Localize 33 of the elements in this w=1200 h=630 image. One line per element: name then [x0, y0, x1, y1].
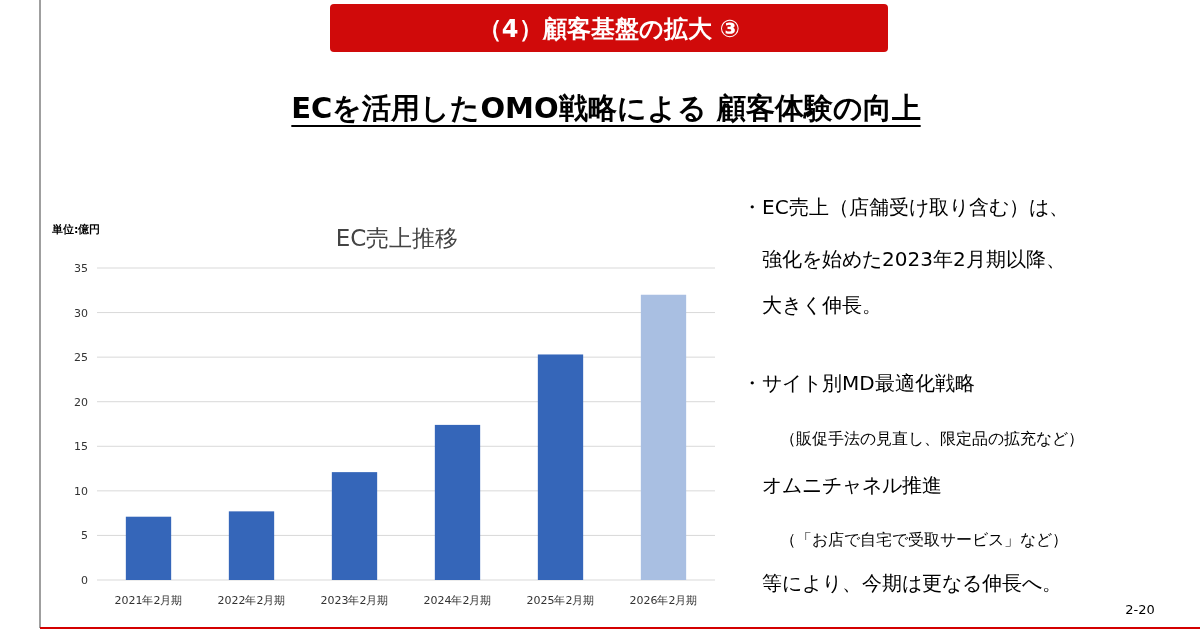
- y-tick-label: 5: [81, 529, 88, 543]
- text: 大きく伸長。: [762, 293, 882, 317]
- x-tick-label: 2021年2月期: [114, 594, 183, 607]
- y-tick-label: 25: [74, 351, 88, 365]
- x-tick-label: 2023年2月期: [320, 594, 389, 607]
- text: ・EC売上（店舗受け取り含む）は、: [742, 195, 1069, 219]
- text: オムニチャネル推進: [762, 473, 942, 497]
- bar: [537, 354, 584, 580]
- y-tick-label: 15: [74, 440, 88, 454]
- bar: [125, 516, 172, 580]
- text: （4）顧客基盤の拡大 ③: [477, 15, 741, 43]
- bar: [228, 511, 275, 580]
- text: 等により、今期は更なる伸長へ。: [762, 571, 1062, 595]
- y-tick-label: 0: [81, 574, 88, 587]
- x-tick-label: 2024年2月期: [423, 594, 492, 607]
- bar: [640, 294, 687, 580]
- y-tick-label: 35: [74, 262, 88, 275]
- bar: [434, 424, 481, 580]
- x-tick-label: 2022年2月期: [217, 594, 286, 607]
- y-tick-label: 10: [74, 484, 88, 498]
- text: ECを活用したOMO戦略による 顧客体験の向上: [291, 91, 921, 125]
- y-axis-title: 単位:億円: [51, 223, 101, 236]
- y-tick-label: 30: [74, 306, 88, 320]
- x-tick-label: 2026年2月期: [629, 594, 698, 607]
- text: 強化を始めた2023年2月期以降、: [762, 247, 1066, 271]
- x-tick-label: 2025年2月期: [526, 594, 595, 607]
- bar: [331, 472, 378, 580]
- chart-title: EC売上推移: [335, 225, 459, 251]
- text: ・サイト別MD最適化戦略: [742, 371, 975, 395]
- y-tick-label: 20: [74, 395, 88, 409]
- text: （「お店で自宅で受取サービス」など）: [780, 530, 1068, 549]
- text: 2-20: [1125, 602, 1155, 617]
- text: （販促手法の見直し、限定品の拡充など）: [780, 429, 1084, 448]
